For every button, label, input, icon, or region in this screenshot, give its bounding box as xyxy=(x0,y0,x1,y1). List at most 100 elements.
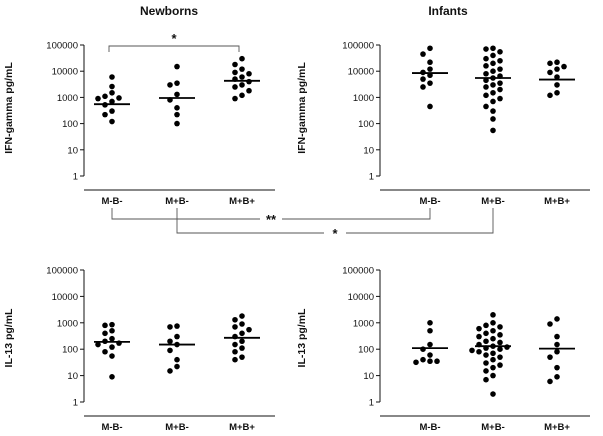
data-point xyxy=(476,325,482,332)
y-axis-label: IL-13 pg/mL xyxy=(296,308,308,368)
data-point xyxy=(561,63,567,70)
y-tick-label: 100000 xyxy=(46,266,78,277)
data-point xyxy=(483,376,489,383)
data-point xyxy=(109,327,115,334)
data-point xyxy=(116,95,122,101)
data-point xyxy=(239,338,245,345)
data-point xyxy=(490,108,496,114)
data-point xyxy=(109,374,115,380)
data-point xyxy=(490,312,496,318)
y-tick-label: 1 xyxy=(73,172,78,183)
data-point xyxy=(554,348,560,355)
data-point xyxy=(490,45,496,52)
data-point xyxy=(239,321,245,327)
data-point xyxy=(95,95,101,102)
data-point xyxy=(483,352,489,358)
data-point xyxy=(427,59,433,66)
data-point xyxy=(554,82,560,88)
data-point xyxy=(427,320,433,326)
data-point xyxy=(497,354,503,360)
y-tick-label: 10000 xyxy=(348,292,374,303)
data-point xyxy=(554,374,560,380)
data-point xyxy=(174,105,180,111)
data-point xyxy=(427,103,433,110)
data-point xyxy=(490,364,496,371)
data-point xyxy=(554,66,560,72)
y-tick-label: 10000 xyxy=(52,292,78,303)
data-point xyxy=(497,324,503,330)
category-label: M-B- xyxy=(419,196,440,207)
data-point xyxy=(109,321,115,328)
data-point xyxy=(497,86,503,93)
cross-significance-label: * xyxy=(332,226,338,241)
data-point xyxy=(174,363,180,370)
infant-ifn-panel: 1 10 100 1000 10000 100000 IFN-gamma pg/mL M-B-… xyxy=(296,41,590,207)
data-point xyxy=(490,82,496,88)
y-tick-label: 10 xyxy=(363,145,374,156)
data-point xyxy=(427,45,433,52)
data-point xyxy=(95,341,101,348)
data-point xyxy=(483,55,489,62)
data-point xyxy=(434,358,440,365)
data-point xyxy=(483,368,489,374)
data-point xyxy=(490,320,496,326)
y-tick-label: 1 xyxy=(73,398,78,409)
data-point xyxy=(420,76,426,82)
category-label: M+B+ xyxy=(544,422,570,433)
data-point xyxy=(483,92,489,99)
data-point xyxy=(174,356,180,363)
data-point xyxy=(246,87,252,94)
data-point xyxy=(239,66,245,72)
y-tick-label: 100 xyxy=(62,119,78,130)
data-point xyxy=(427,66,433,72)
data-point xyxy=(246,326,252,333)
y-tick-label: 100000 xyxy=(46,41,78,52)
y-tick-label: 10 xyxy=(67,371,78,382)
data-point xyxy=(547,92,553,99)
data-point xyxy=(554,89,560,96)
data-point xyxy=(497,57,503,64)
y-tick-label: 10 xyxy=(363,371,374,382)
cross-significance: *** xyxy=(111,208,494,241)
data-point xyxy=(554,74,560,80)
data-point xyxy=(174,120,180,127)
data-point xyxy=(554,59,560,66)
data-point xyxy=(497,80,503,86)
data-point xyxy=(547,60,553,67)
y-tick-label: 100 xyxy=(358,119,374,130)
data-point xyxy=(174,323,180,329)
y-tick-label: 1 xyxy=(369,398,374,409)
newborn-ifn-panel: 1 10 100 1000 10000 100000 IFN-gamma pg/mL M-B-… xyxy=(3,31,275,207)
data-point xyxy=(239,82,245,88)
data-point xyxy=(232,324,238,330)
y-tick-label: 100 xyxy=(62,345,78,356)
column-title-newborns: Newborns xyxy=(140,4,198,18)
data-point xyxy=(554,333,560,340)
data-point xyxy=(483,84,489,90)
data-point xyxy=(490,116,496,122)
y-axis-label: IFN-gamma pg/mL xyxy=(3,62,15,154)
category-label: M+B- xyxy=(481,196,505,207)
data-point xyxy=(497,95,503,102)
data-point xyxy=(554,316,560,322)
data-point xyxy=(420,84,426,90)
data-point xyxy=(232,356,238,363)
y-tick-label: 100000 xyxy=(342,266,374,277)
data-point xyxy=(102,322,108,329)
data-point xyxy=(427,341,433,348)
newborn-il13-panel: 1 10 100 1000 10000 100000 IL-13 pg/mL M-B- M+B-… xyxy=(3,266,275,433)
data-point xyxy=(490,52,496,59)
data-point xyxy=(497,49,503,55)
data-point xyxy=(547,69,553,76)
data-point xyxy=(427,358,433,365)
data-point xyxy=(109,344,115,350)
y-tick-label: 100 xyxy=(358,345,374,356)
data-point xyxy=(490,60,496,67)
data-point xyxy=(239,92,245,99)
y-tick-label: 1000 xyxy=(57,318,78,329)
category-label: M+B+ xyxy=(229,422,255,433)
data-point xyxy=(413,359,419,366)
data-point xyxy=(167,82,173,88)
category-label: M+B+ xyxy=(544,196,570,207)
